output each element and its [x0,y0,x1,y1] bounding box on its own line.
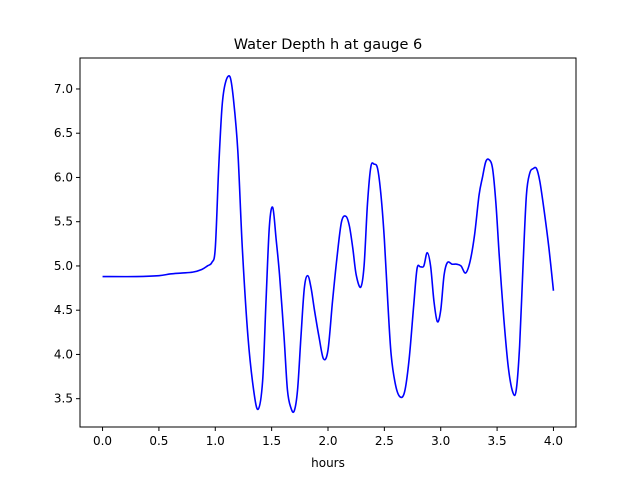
series-layer [102,74,555,414]
x-tick-label: 1.5 [262,434,281,448]
x-axis-label: hours [311,456,345,470]
y-tick-label: 6.5 [54,126,73,140]
x-tick-label: 4.0 [544,434,563,448]
x-tick-label: 2.5 [375,434,394,448]
series-line-0 [102,74,555,414]
y-tick-label: 6.0 [54,170,73,184]
x-tick-label: 2.0 [318,434,337,448]
x-tick-label: 0.0 [93,434,112,448]
x-tick-label: 0.5 [149,434,168,448]
chart-title: Water Depth h at gauge 6 [234,37,422,53]
y-tick-label: 3.5 [54,392,73,406]
x-tick-label: 3.0 [431,434,450,448]
x-tick-label: 3.5 [488,434,507,448]
y-tick-label: 7.0 [54,82,73,96]
plot-frame [79,57,577,428]
y-tick-label: 5.0 [54,259,73,273]
y-tick-label: 4.5 [54,303,73,317]
x-tick-label: 1.0 [206,434,225,448]
y-tick-label: 4.0 [54,347,73,361]
x-axis-ticks: 0.0 0.5 1.0 1.5 2.0 2.5 3.0 3.5 4.0 [93,427,563,448]
y-tick-label: 5.5 [54,215,73,229]
y-axis-ticks: 3.5 4.0 4.5 5.0 5.5 6.0 6.5 7.0 [54,82,80,406]
